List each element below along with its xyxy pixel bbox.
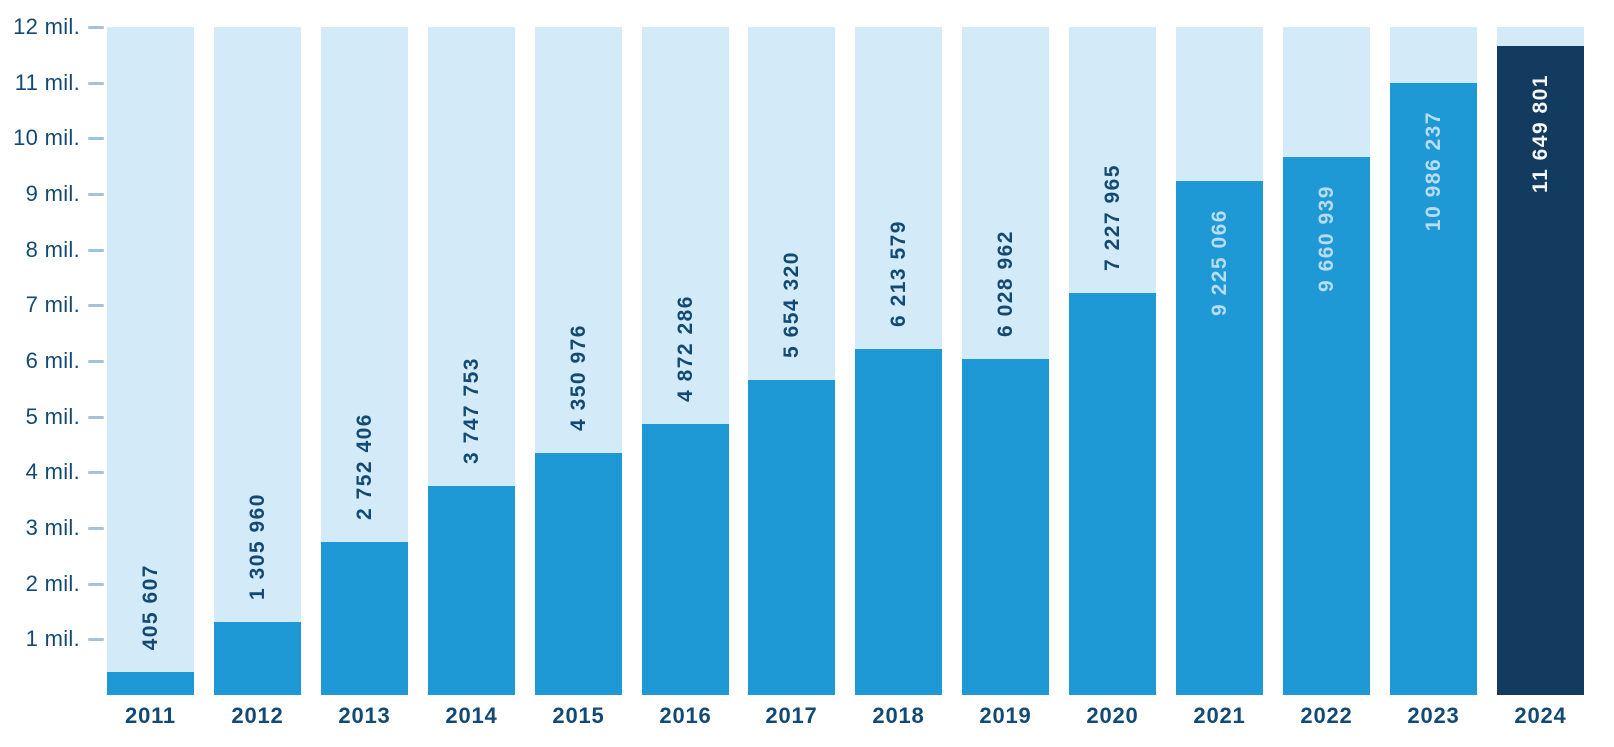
bar-value-label: 4 872 286 [673,295,697,402]
x-axis-label-2015: 2015 [552,703,605,728]
x-axis-label-2020: 2020 [1086,703,1139,728]
y-axis-label: 9 mil. [25,181,80,206]
bar-value-label: 6 213 579 [886,220,910,327]
bar-group-2016[interactable]: 4 872 286 [642,27,729,695]
bar-background [214,27,301,695]
bar-value-label: 6 028 962 [993,230,1017,337]
bar-group-2018[interactable]: 6 213 579 [855,27,942,695]
y-axis-tick [88,137,104,141]
bar-fill[interactable] [107,672,194,695]
y-axis-tick [88,304,104,308]
bar-fill[interactable] [1390,83,1477,695]
y-axis-tick [88,193,104,196]
y-axis-tick [88,527,104,530]
bar-group-2023[interactable]: 10 986 237 [1390,27,1477,695]
bar-fill[interactable] [962,359,1049,695]
bar-group-2022[interactable]: 9 660 939 [1283,27,1370,695]
x-axis-label-2011: 2011 [125,703,176,728]
bar-group-2012[interactable]: 1 305 960 [214,27,301,695]
bar-group-2020[interactable]: 7 227 965 [1069,27,1156,695]
bar-fill[interactable] [642,424,729,695]
y-axis-label: 7 mil. [25,292,80,318]
bar-group-2017[interactable]: 5 654 320 [748,27,835,695]
bar-fill[interactable] [1283,157,1370,695]
y-axis-label: 4 mil. [25,459,80,485]
bar-group-2013[interactable]: 2 752 406 [321,27,408,695]
x-axis-label-2021: 2021 [1193,703,1246,728]
bar-value-label: 9 225 066 [1207,209,1231,316]
y-axis-tick [88,81,104,85]
y-axis-label: 5 mil. [25,403,80,429]
y-axis-label: 2 mil. [25,570,80,596]
y-axis-label: 3 mil. [25,515,80,540]
bar-fill[interactable] [321,542,408,695]
bar-value-label: 9 660 939 [1314,185,1338,292]
y-axis-tick [88,360,104,363]
x-axis-label-2019: 2019 [979,703,1032,728]
x-axis-label-2024: 2024 [1514,703,1567,728]
bar-fill[interactable] [1497,46,1584,695]
bar-fill[interactable] [1069,293,1156,695]
y-axis-tick [88,248,104,252]
bar-fill[interactable] [748,380,835,695]
x-axis-label-2012: 2012 [231,703,284,728]
y-axis-label: 10 mil. [13,125,80,151]
bar-group-2015[interactable]: 4 350 976 [535,27,622,695]
y-axis-label: 12 mil. [13,14,80,39]
x-axis-label-2014: 2014 [445,703,498,728]
bar-group-2021[interactable]: 9 225 066 [1176,27,1263,695]
bar-value-label: 1 305 960 [245,493,269,600]
y-axis-label: 8 mil. [25,236,80,262]
y-axis-label: 6 mil. [25,348,80,373]
y-axis-tick [88,582,104,586]
bar-group-2019[interactable]: 6 028 962 [962,27,1049,695]
x-axis-label-2013: 2013 [338,703,391,728]
y-axis-label: 11 mil. [14,69,80,95]
x-axis-label-2018: 2018 [872,703,925,728]
bar-fill[interactable] [855,349,942,695]
bar-fill[interactable] [428,486,515,695]
y-axis-label: 1 mil. [25,626,80,652]
bar-fill[interactable] [1176,181,1263,695]
bar-value-label: 2 752 406 [352,413,376,520]
y-axis-tick [88,638,104,642]
bar-background [107,27,194,695]
bar-fill[interactable] [535,453,622,695]
y-axis-tick [88,415,104,419]
x-axis-label-2023: 2023 [1407,703,1460,728]
bar-value-label: 4 350 976 [566,324,590,431]
y-axis-tick [88,26,104,29]
x-axis-label-2022: 2022 [1300,703,1353,728]
x-axis-label-2016: 2016 [659,703,712,728]
bar-fill[interactable] [214,622,301,695]
y-axis-tick [88,471,104,475]
bar-group-2011[interactable]: 405 607 [107,27,194,695]
bar-value-label: 405 607 [138,563,162,650]
bar-value-label: 7 227 965 [1100,164,1124,271]
bar-value-label: 10 986 237 [1421,111,1445,232]
bar-value-label: 3 747 753 [459,357,483,464]
x-axis-label-2017: 2017 [765,703,818,728]
bar-value-label: 5 654 320 [779,251,803,358]
bar-group-2024[interactable]: 11 649 801 [1497,27,1584,695]
bar-value-label: 11 649 801 [1528,74,1552,193]
bar-group-2014[interactable]: 3 747 753 [428,27,515,695]
